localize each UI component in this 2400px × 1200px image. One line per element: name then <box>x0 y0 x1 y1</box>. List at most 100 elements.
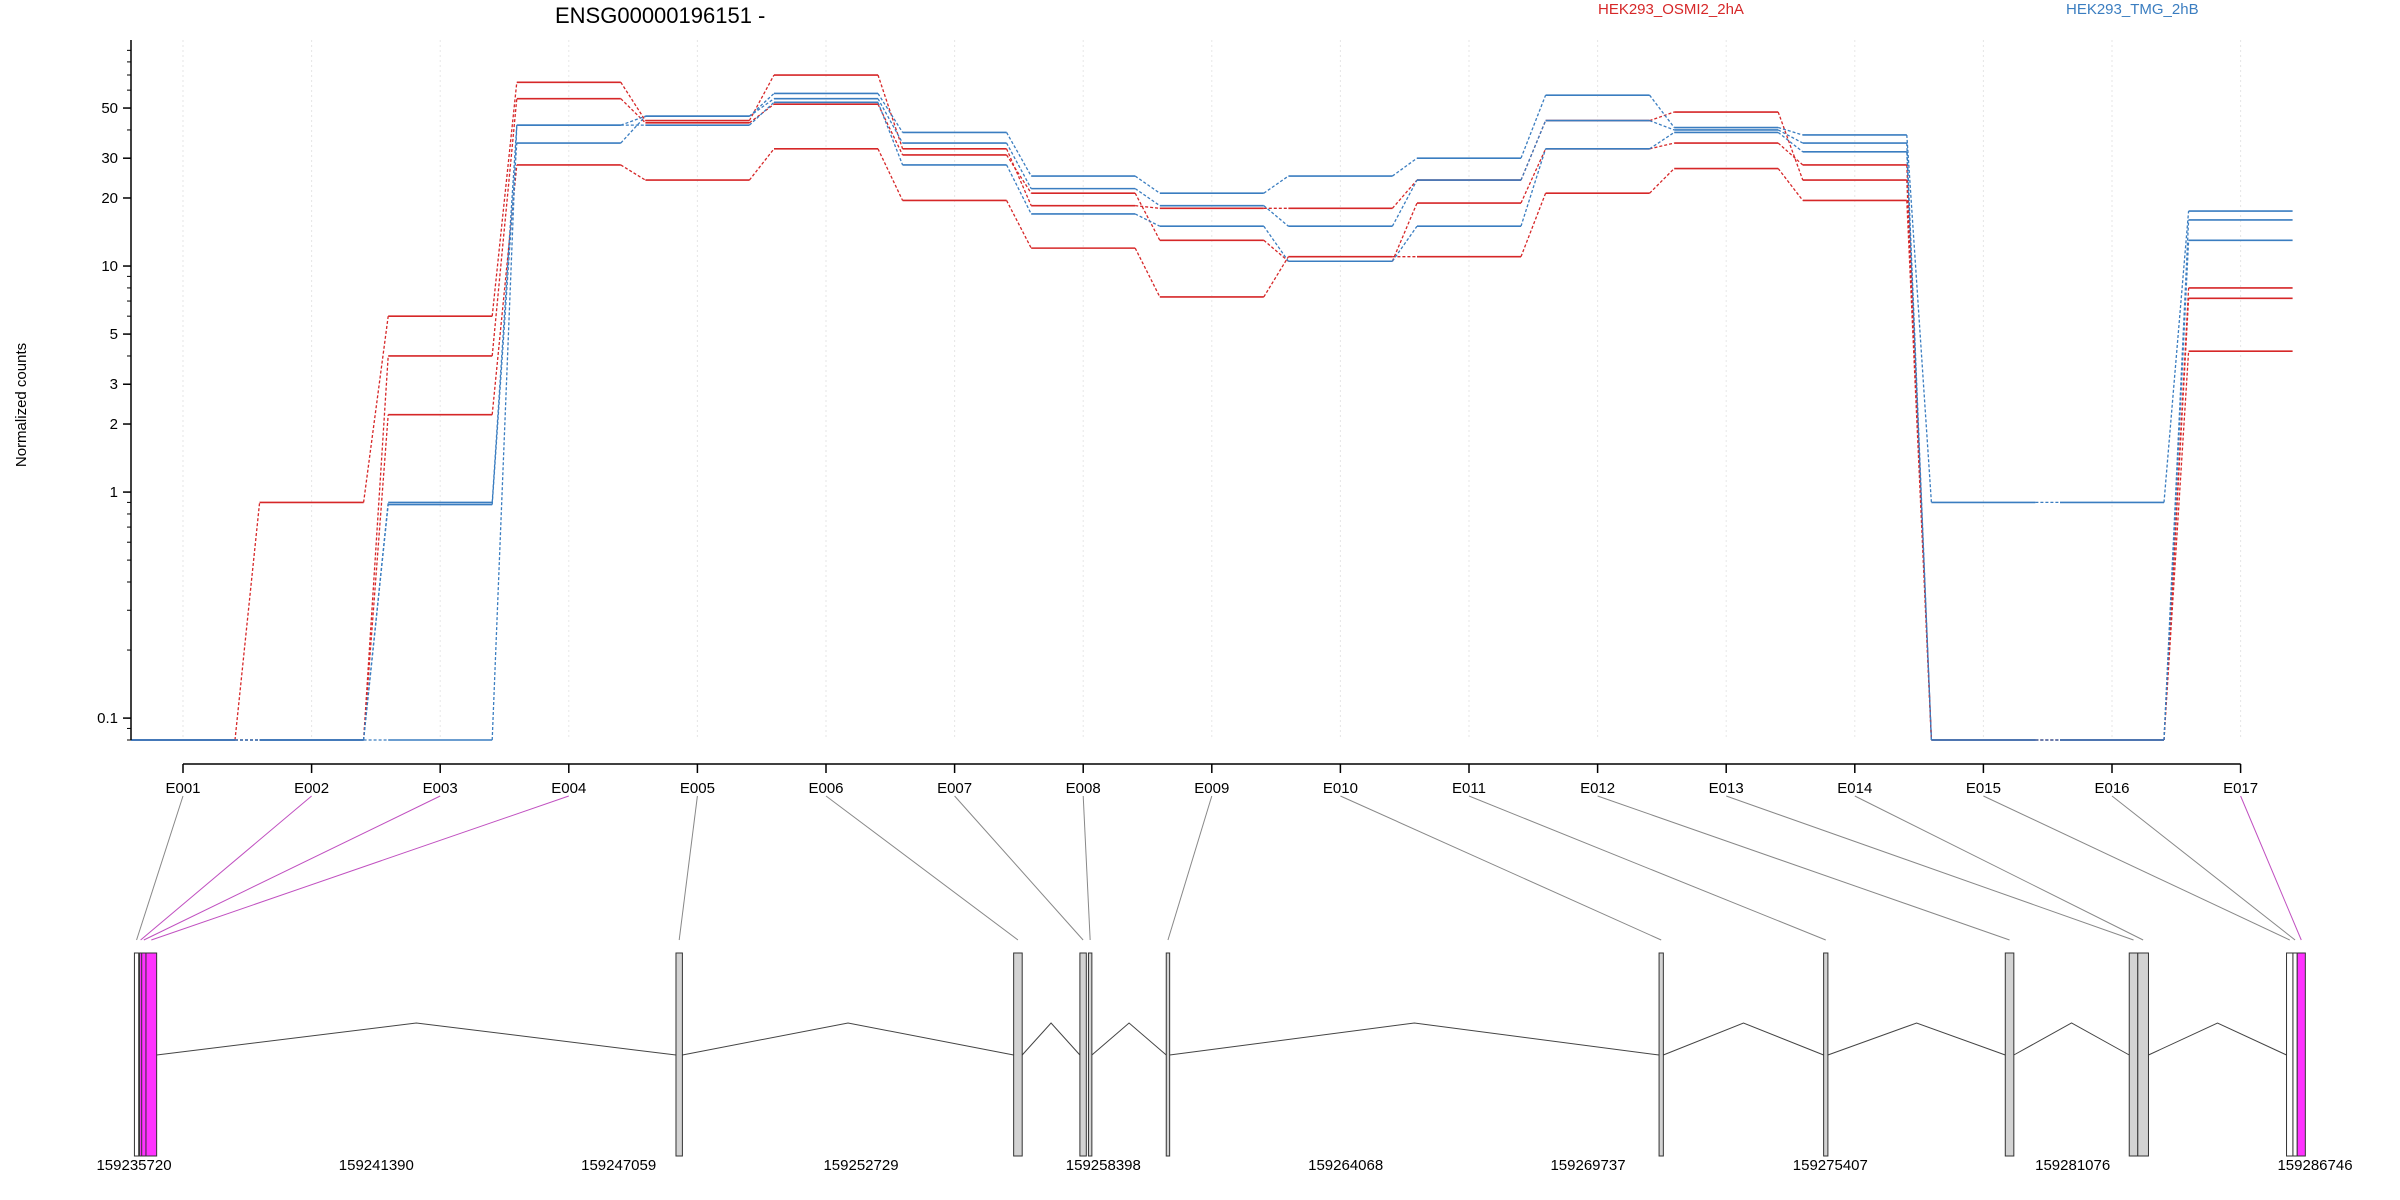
series-6 <box>131 101 2293 741</box>
exon-connector-E013 <box>1726 795 2134 941</box>
data-connector <box>1777 142 1804 166</box>
data-connector <box>1134 247 1161 298</box>
y-tick-label: 30 <box>101 150 118 167</box>
data-connector <box>1777 131 1804 153</box>
coordinate-label: 159281076 <box>2035 1157 2110 1174</box>
chart-title: ENSG00000196151 - <box>555 3 765 28</box>
data-connector <box>1906 134 1933 503</box>
data-connector <box>748 92 775 117</box>
data-connector <box>1006 132 1032 177</box>
data-connector <box>1134 175 1161 194</box>
intron <box>2013 1022 2130 1056</box>
y-tick-label: 50 <box>101 100 118 117</box>
data-connector <box>1777 129 1804 144</box>
exon-connector-E015 <box>1983 795 2290 941</box>
exon-connector-E014 <box>1854 795 2144 941</box>
coordinate-label: 159241390 <box>339 1157 414 1174</box>
data-connector <box>491 125 518 503</box>
data-connector <box>1649 142 1675 150</box>
data-connector <box>1134 192 1161 241</box>
data-connector <box>491 125 518 741</box>
exon-box-E007 <box>1079 952 1087 1157</box>
data-connector <box>1778 126 1803 136</box>
x-tick-label-E004: E004 <box>551 780 586 797</box>
data-connector <box>2163 240 2190 741</box>
data-connector <box>234 502 261 741</box>
data-connector <box>2163 211 2190 503</box>
axes: 0.1 1 2 3 5 10 20 30 50 E001 E002 E003 E004 E005 E006 E… <box>97 40 2258 797</box>
data-connector <box>877 74 904 150</box>
data-connector <box>877 98 904 144</box>
x-tick-label-E006: E006 <box>808 780 843 797</box>
data-connector <box>1649 119 1675 131</box>
data-connector <box>1391 179 1418 227</box>
x-tick-label-E009: E009 <box>1194 780 1229 797</box>
x-tick-label-E011: E011 <box>1452 780 1486 797</box>
x-tick-label-E002: E002 <box>294 780 329 797</box>
exon-connector-E003 <box>143 795 441 941</box>
data-connector <box>748 101 775 126</box>
data-connector <box>1006 142 1032 189</box>
data-connector <box>2163 298 2190 741</box>
y-tick-label: 2 <box>110 416 118 433</box>
x-tick-label-E008: E008 <box>1066 780 1101 797</box>
exon-box-E010 <box>1658 952 1664 1157</box>
data-connector <box>1006 200 1032 249</box>
coordinate-label: 159269737 <box>1550 1157 1625 1174</box>
data-connector <box>491 82 518 317</box>
exon-connector-E008 <box>1082 795 1091 941</box>
x-tick-label-E010: E010 <box>1323 780 1358 797</box>
exon-connector-E001 <box>136 795 184 941</box>
coordinate-label: 159275407 <box>1793 1157 1868 1174</box>
intron <box>1663 1022 1824 1056</box>
exon-box-E011 <box>1823 952 1829 1157</box>
exon-connector-E011 <box>1468 795 1826 941</box>
y-tick-label: 3 <box>110 376 118 393</box>
data-connector <box>362 414 389 741</box>
x-tick-label-E003: E003 <box>423 780 458 797</box>
intron <box>1169 1022 1660 1056</box>
intron <box>682 1022 1014 1056</box>
exon-connector-E007 <box>954 795 1084 941</box>
series-2 <box>131 97 2293 741</box>
data-connector <box>1006 154 1032 194</box>
exon-box-E012 <box>2004 952 2015 1157</box>
data-connector <box>1906 151 1933 741</box>
x-tick-label-E015: E015 <box>1966 780 2001 797</box>
data-connector <box>362 316 389 503</box>
gridlines <box>182 40 2242 740</box>
y-tick-label: 20 <box>101 190 118 207</box>
gene-model: 159235720 159241390 159247059 159252729 1592… <box>96 795 2353 1174</box>
exon-box-E009 <box>1165 952 1171 1157</box>
data-connector <box>362 504 389 741</box>
exon-box-E015 <box>2286 952 2294 1157</box>
data-connector <box>491 143 518 505</box>
data-connector <box>1263 225 1289 262</box>
data-connector <box>1263 175 1289 194</box>
exon-box-E004 <box>145 952 158 1157</box>
data-connector <box>1392 157 1418 177</box>
data-connector <box>1777 168 1804 201</box>
data-connector <box>2163 351 2190 741</box>
exon-box-E014 <box>2137 952 2149 1157</box>
data-connector <box>1906 143 1933 741</box>
exon-connector-E012 <box>1597 795 2010 941</box>
y-tick-label: 10 <box>101 258 118 275</box>
data-connector <box>1263 205 1289 227</box>
x-tick-label-E001: E001 <box>165 780 200 797</box>
exon-connector-E004 <box>151 795 569 941</box>
data-connector <box>1520 148 1547 204</box>
x-tick-label-E016: E016 <box>2094 780 2129 797</box>
data-connector <box>362 355 389 741</box>
exon-connector-E006 <box>825 795 1019 941</box>
intron <box>156 1022 677 1056</box>
exon-connector-E002 <box>140 795 312 941</box>
data-connector <box>877 103 904 156</box>
coordinate-label: 159235720 <box>96 1157 171 1174</box>
data-connector <box>749 98 775 117</box>
data-connector <box>1649 111 1675 122</box>
legend-label-tmg: HEK293_TMG_2hB <box>2066 1 2199 18</box>
data-connector <box>877 93 904 133</box>
coordinate-label: 159258398 <box>1066 1157 1141 1174</box>
